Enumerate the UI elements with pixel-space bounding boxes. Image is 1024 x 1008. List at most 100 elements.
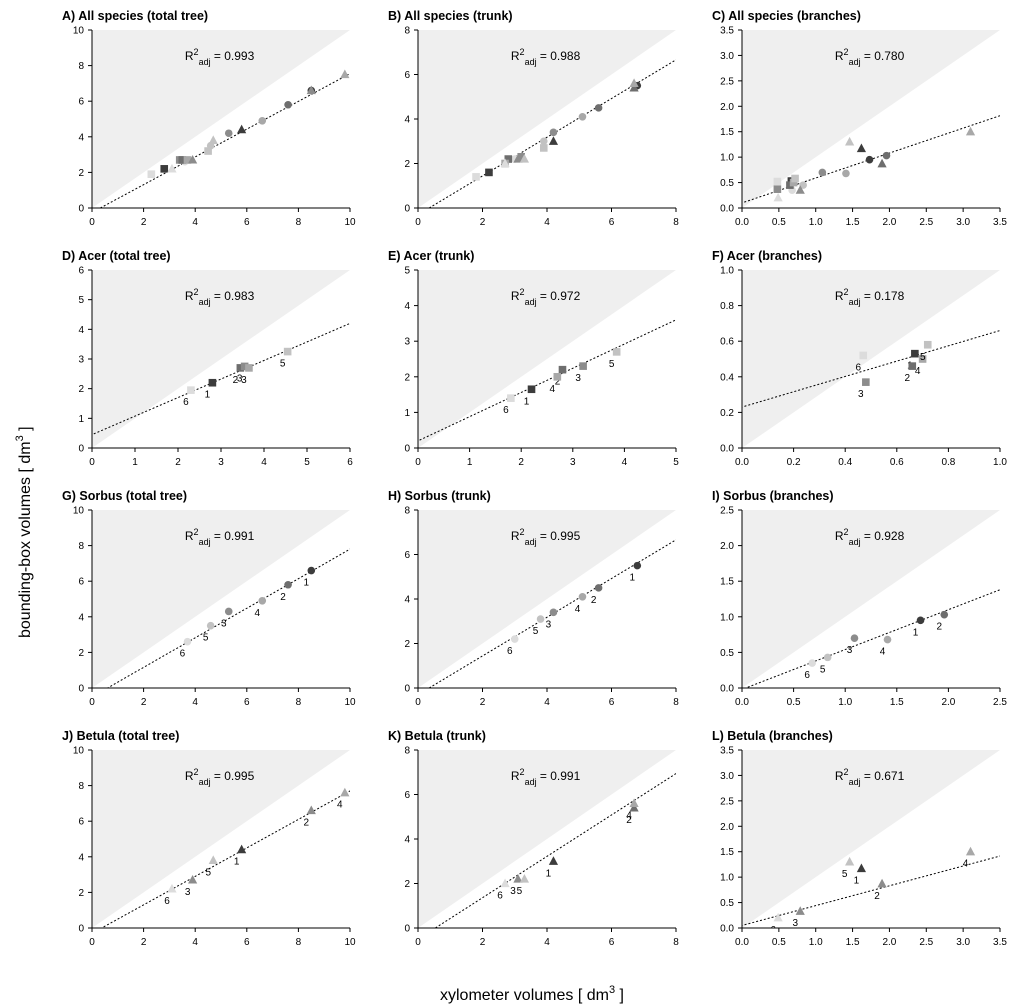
r2-annotation: R2adj = 0.178	[835, 287, 905, 307]
data-point	[918, 355, 927, 363]
y-tick-label: 1.0	[720, 153, 734, 164]
y-tick-label: 3.0	[720, 771, 734, 782]
y-tick-label: 1.5	[720, 847, 734, 858]
data-point	[548, 136, 559, 145]
r2-annotation: R2adj = 0.995	[511, 527, 581, 547]
point-label: 3	[221, 618, 227, 629]
point-label: 5	[517, 886, 523, 897]
data-point	[306, 85, 316, 95]
y-tick-label: 8	[78, 541, 84, 552]
y-tick-label: 2	[404, 879, 410, 890]
data-point	[240, 362, 249, 371]
y-tick-label: 2	[78, 168, 84, 179]
r2-sub: adj	[525, 57, 537, 67]
data-point	[237, 844, 247, 854]
data-point	[283, 347, 292, 356]
regression-line	[92, 322, 350, 436]
data-point	[160, 165, 169, 173]
point-label: 5	[842, 869, 848, 880]
point-label: 4	[963, 859, 969, 870]
y-tick-label: 1.0	[720, 266, 734, 277]
y-tick-label: 0	[404, 204, 410, 215]
x-tick-label: 2	[141, 937, 147, 948]
data-point	[594, 584, 603, 592]
data-point	[485, 168, 493, 177]
r2-value: = 0.780	[861, 49, 905, 63]
r2-symbol: R	[835, 49, 844, 63]
data-point	[307, 566, 316, 575]
y-tick-label: 0.0	[720, 204, 734, 215]
r2-sub: adj	[199, 537, 211, 547]
data-point	[513, 874, 523, 883]
point-label: 3	[241, 375, 247, 386]
one-to-one-region	[418, 750, 676, 928]
x-tick-label: 0.2	[787, 457, 801, 468]
data-point	[284, 100, 292, 109]
data-point	[845, 136, 855, 146]
r2-value: = 0.988	[537, 49, 581, 63]
y-tick-label: 4	[78, 325, 84, 336]
data-point	[340, 69, 350, 79]
point-label: 3	[237, 373, 243, 384]
regression-line	[428, 59, 676, 208]
y-tick-label: 6	[78, 266, 84, 277]
y-tick-label: 6	[78, 97, 84, 108]
x-tick-label: 4	[192, 217, 198, 228]
x-axis-unit-exp: 3	[609, 984, 615, 996]
y-tick-label: 2.0	[720, 541, 734, 552]
y-tick-label: 10	[73, 26, 85, 37]
point-label: 2	[233, 375, 239, 386]
data-point	[224, 129, 233, 138]
r2-sup: 2	[844, 47, 849, 57]
point-label: 4	[550, 384, 556, 395]
data-point	[629, 82, 639, 92]
x-tick-label: 1.5	[846, 217, 860, 228]
y-tick-label: 1.5	[720, 577, 734, 588]
data-point	[877, 878, 887, 888]
data-point	[510, 635, 519, 643]
data-point	[340, 787, 350, 797]
y-tick-label: 3	[404, 337, 410, 348]
y-tick-label: 2	[404, 639, 410, 650]
point-label: 4	[254, 608, 260, 619]
y-tick-label: 8	[404, 26, 410, 37]
data-point	[204, 147, 212, 155]
point-label: 2	[874, 891, 880, 902]
y-tick-label: 2	[404, 372, 410, 383]
r2-sup: 2	[844, 527, 849, 537]
x-tick-label: 10	[344, 937, 356, 948]
x-tick-label: 1	[467, 457, 473, 468]
y-tick-label: 3.0	[720, 51, 734, 62]
point-label: 2	[304, 818, 310, 829]
data-point	[258, 596, 267, 605]
r2-sub: adj	[525, 537, 537, 547]
data-point	[183, 156, 192, 164]
r2-value: = 0.178	[861, 289, 905, 303]
data-point	[965, 126, 976, 136]
point-label: 3	[847, 645, 853, 656]
point-label: 5	[205, 867, 211, 878]
one-to-one-region	[742, 750, 1000, 928]
data-point	[500, 878, 510, 888]
one-to-one-region	[92, 510, 350, 688]
point-label: 6	[507, 646, 513, 657]
panel-title: A) All species (total tree)	[62, 9, 208, 23]
point-label: 6	[183, 397, 189, 408]
data-point	[500, 158, 510, 168]
x-tick-label: 8	[296, 217, 302, 228]
x-tick-label: 0	[89, 697, 95, 708]
x-tick-label: 3.0	[956, 217, 970, 228]
x-tick-label: 1.5	[846, 937, 860, 948]
x-tick-label: 3.5	[993, 217, 1007, 228]
x-tick-label: 3	[218, 457, 224, 468]
point-label: 6	[164, 896, 170, 907]
plot-area: 1 2 3 4 5 6	[742, 750, 1000, 928]
r2-sup: 2	[844, 287, 849, 297]
x-tick-label: 0	[415, 457, 421, 468]
data-point	[773, 192, 783, 202]
y-tick-label: 2	[78, 384, 84, 395]
r2-sup: 2	[194, 47, 199, 57]
r2-symbol: R	[835, 289, 844, 303]
r2-sup: 2	[194, 767, 199, 777]
